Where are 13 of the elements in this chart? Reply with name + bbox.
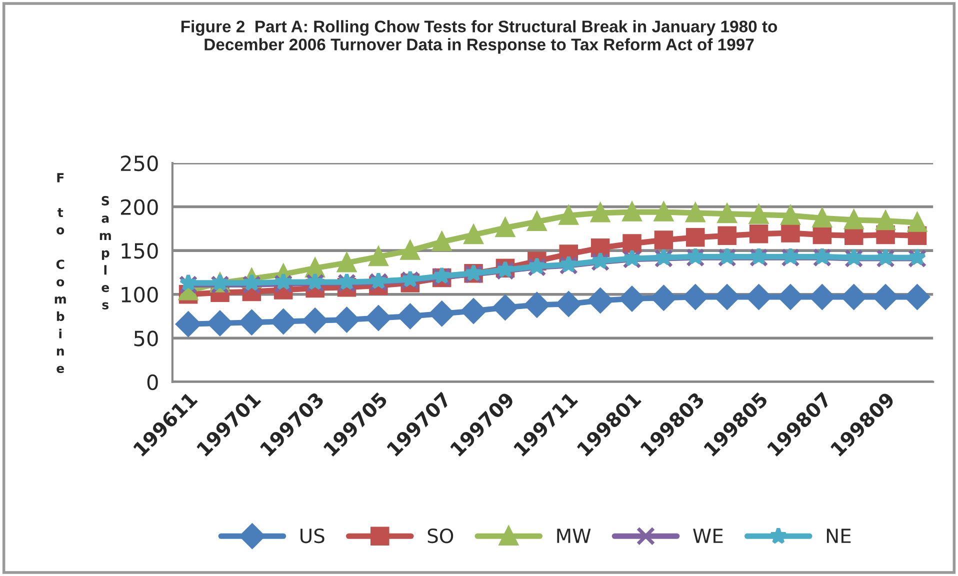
legend-label: SO bbox=[428, 528, 454, 544]
legend-label: WE bbox=[693, 528, 723, 543]
y-tick-label: 250 bbox=[121, 155, 158, 172]
y-tick-label: 0 bbox=[147, 374, 158, 390]
legend-label: NE bbox=[826, 528, 851, 543]
legend-label: MW bbox=[557, 528, 591, 543]
y-tick-label: 200 bbox=[121, 199, 158, 215]
text: F to Combine Samples bbox=[54, 173, 111, 374]
y-tick-label: 150 bbox=[122, 243, 158, 259]
legend-label: US bbox=[300, 528, 324, 544]
chart-title: Figure 2 Part A: Rolling Chow Tests for Structural Break in January 1980 to December 2006 Turnover Data in Response to Tax Reform Act of 1997 bbox=[181, 20, 778, 54]
y-tick-label: 50 bbox=[134, 330, 158, 346]
y-tick-label: 100 bbox=[122, 286, 158, 303]
